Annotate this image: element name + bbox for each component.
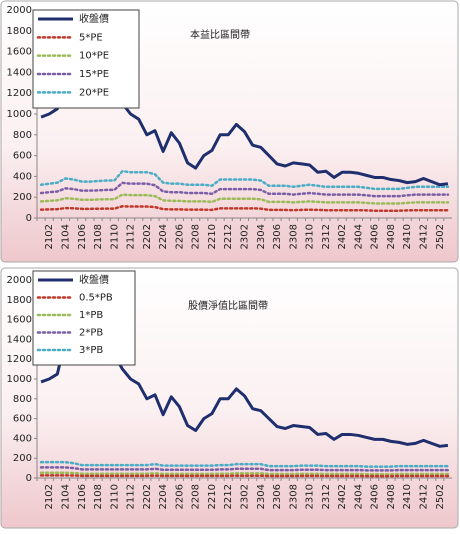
series-line	[39, 460, 450, 468]
x-tick-label: 2212	[223, 224, 234, 249]
x-tick-label: 2306	[272, 224, 283, 249]
x-tick-label: 2202	[142, 484, 153, 509]
x-tick-label: 2312	[321, 224, 332, 249]
y-tick-label: 1800	[7, 295, 32, 306]
legend-label: 10*PE	[79, 51, 109, 62]
y-tick-label: 1400	[7, 334, 32, 345]
y-tick-label: 1800	[7, 26, 32, 37]
x-tick-label: 2412	[419, 224, 430, 249]
x-tick-label: 2208	[191, 484, 202, 509]
x-tick-label: 2402	[337, 484, 348, 509]
series-line	[39, 474, 450, 478]
x-tick-label: 2212	[223, 484, 234, 509]
y-tick-label: 0	[26, 213, 32, 224]
legend-label: 3*PB	[79, 345, 103, 356]
chart-title: 股價淨值比區間帶	[188, 299, 268, 312]
legend-label: 收盤價	[79, 12, 109, 25]
x-tick-label: 2204	[158, 224, 169, 249]
legend-label: 1*PB	[79, 310, 103, 321]
x-tick-label: 2502	[435, 224, 446, 249]
x-tick-label: 2206	[174, 224, 185, 249]
y-tick-label: 200	[13, 453, 32, 464]
x-tick-label: 2210	[207, 224, 218, 249]
y-tick-label: 1400	[7, 67, 32, 78]
series-line	[39, 471, 450, 476]
x-tick-label: 2404	[353, 484, 364, 509]
x-tick-label: 2102	[44, 224, 55, 249]
y-tick-label: 1000	[7, 374, 32, 385]
y-tick-label: 1600	[7, 315, 32, 326]
x-tick-label: 2502	[435, 484, 446, 509]
x-tick-label: 2112	[126, 224, 137, 249]
x-tick-label: 2304	[256, 224, 267, 249]
y-tick-label: 400	[13, 171, 32, 182]
x-tick-label: 2404	[353, 224, 364, 249]
x-tick-label: 2102	[44, 484, 55, 509]
x-tick-label: 2310	[305, 484, 316, 509]
y-tick-label: 400	[13, 433, 32, 444]
x-tick-label: 2306	[272, 484, 283, 509]
y-tick-label: 1200	[7, 88, 32, 99]
x-tick-label: 2304	[256, 484, 267, 509]
x-tick-label: 2406	[370, 484, 381, 509]
y-tick-label: 600	[13, 151, 32, 162]
y-tick-label: 800	[13, 130, 32, 141]
y-tick-label: 1000	[7, 109, 32, 120]
x-tick-label: 2308	[288, 224, 299, 249]
series-line	[39, 466, 450, 472]
series-line	[39, 181, 450, 198]
legend-label: 收盤價	[79, 273, 109, 286]
y-tick-label: 0	[26, 473, 32, 484]
x-tick-label: 2106	[77, 224, 88, 249]
x-tick-label: 2402	[337, 224, 348, 249]
x-tick-label: 2110	[109, 484, 120, 509]
x-tick-label: 2108	[93, 484, 104, 509]
y-tick-label: 1600	[7, 47, 32, 58]
x-tick-label: 2110	[109, 224, 120, 249]
x-tick-label: 2302	[240, 224, 251, 249]
x-tick-label: 2104	[60, 224, 71, 249]
x-tick-label: 2412	[419, 484, 430, 509]
x-tick-label: 2210	[207, 484, 218, 509]
x-tick-label: 2106	[77, 484, 88, 509]
x-tick-label: 2410	[402, 484, 413, 509]
x-tick-label: 2206	[174, 484, 185, 509]
series-line	[39, 204, 450, 212]
x-tick-label: 2406	[370, 224, 381, 249]
y-tick-label: 2000	[7, 5, 32, 16]
x-tick-label: 2202	[142, 224, 153, 249]
y-tick-label: 200	[13, 192, 32, 203]
x-tick-label: 2408	[386, 224, 397, 249]
x-tick-label: 2112	[126, 484, 137, 509]
x-tick-label: 2104	[60, 484, 71, 509]
x-tick-label: 2302	[240, 484, 251, 509]
chart-title: 本益比區間帶	[190, 28, 250, 41]
y-tick-label: 2000	[7, 275, 32, 286]
x-tick-label: 2204	[158, 484, 169, 509]
y-tick-label: 800	[13, 394, 32, 405]
series-line	[39, 169, 450, 191]
x-tick-label: 2410	[402, 224, 413, 249]
legend-label: 15*PE	[79, 69, 109, 80]
x-tick-label: 2208	[191, 224, 202, 249]
series-line	[39, 193, 450, 205]
legend-label: 0.5*PB	[79, 293, 113, 304]
x-tick-label: 2310	[305, 224, 316, 249]
x-tick-label: 2108	[93, 224, 104, 249]
legend-label: 20*PE	[79, 87, 109, 98]
x-tick-label: 2408	[386, 484, 397, 509]
x-tick-label: 2308	[288, 484, 299, 509]
legend-label: 5*PE	[79, 32, 103, 43]
y-tick-label: 600	[13, 414, 32, 425]
y-tick-label: 1200	[7, 354, 32, 365]
legend-label: 2*PB	[79, 328, 103, 339]
x-tick-label: 2312	[321, 484, 332, 509]
